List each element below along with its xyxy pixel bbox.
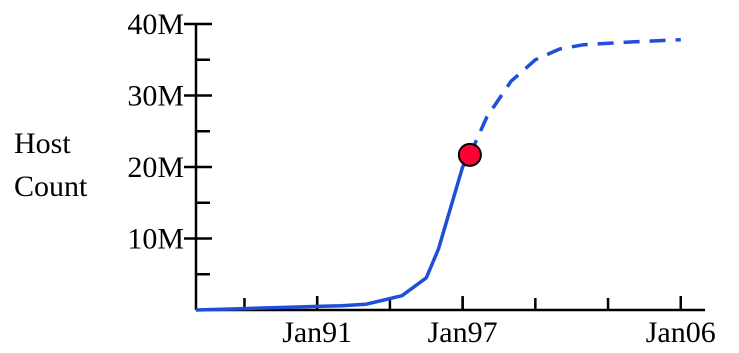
y-tick-label: 40M: [127, 8, 184, 41]
major-ticks: [184, 22, 683, 310]
minor-ticks: [196, 58, 683, 310]
highlight-point: [457, 142, 482, 167]
x-tick-labels: Jan91 Jan97 Jan06: [282, 316, 716, 349]
highlight-marker: [457, 142, 482, 167]
x-tick-label: Jan06: [646, 316, 716, 349]
y-tick-label: 30M: [127, 80, 184, 113]
x-tick-label: Jan91: [282, 316, 352, 349]
series-line-solid: [195, 153, 472, 312]
series-lines: [195, 37, 681, 312]
y-tick-label: 20M: [127, 151, 184, 184]
axes: [194, 24, 705, 312]
y-axis-title-line-host: Host: [14, 127, 71, 160]
y-axis-title: Host Count: [14, 127, 88, 203]
y-axis-title-line-count: Count: [14, 170, 88, 203]
y-tick-label: 10M: [127, 223, 184, 256]
series-line-dashed: [468, 37, 681, 156]
x-tick-label: Jan97: [428, 316, 498, 349]
y-tick-labels: 10M 20M 30M 40M: [127, 8, 184, 256]
